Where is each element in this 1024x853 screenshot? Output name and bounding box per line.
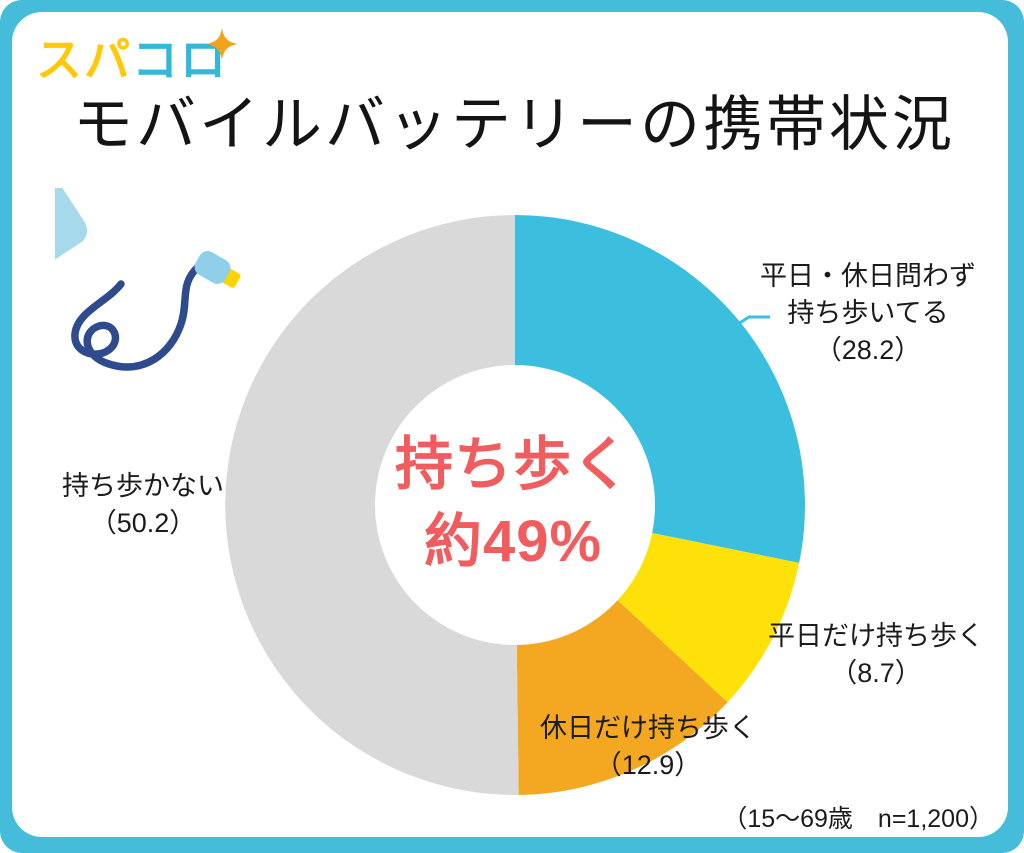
label-weekday-only: 平日だけ持ち歩く （8.7） [726,618,1024,692]
source-note: （15〜69歳 n=1,200） [722,805,994,833]
donut-chart [225,215,806,795]
logo-text-yellow: スパ [36,34,132,86]
label-text: 持ち歩いてる [787,298,949,328]
label-value: （12.9） [594,750,702,780]
logo-text-cyan: コロ [132,34,228,86]
donut-center-label: 持ち歩く 約49% [363,426,663,580]
sparkle-star-shape [206,28,238,60]
label-carry-both: 平日・休日問わず 持ち歩いてる （28.2） [718,258,1018,369]
label-value: （28.2） [814,335,922,365]
label-text: 平日だけ持ち歩く [768,621,984,651]
charger-body [55,188,88,282]
pie-segment-3 [225,215,519,795]
charger-illustration-icon [55,188,241,371]
label-text: 休日だけ持ち歩く [540,713,756,743]
brand-logo: スパコロ [36,34,228,86]
sparkle-icon [206,28,238,60]
page-title: モバイルバッテリーの携帯状況 [73,91,955,158]
label-value: （8.7） [830,658,922,688]
center-label-line2: 約49% [423,509,603,574]
center-label-line1: 持ち歩く [394,432,631,497]
charger-cable [71,262,203,371]
charger-connector [194,251,241,288]
leader-line [734,315,770,328]
label-text: 持ち歩かない [62,471,224,501]
donut-hole [375,365,655,645]
charger-adapter [55,188,88,282]
connector-body [194,251,231,284]
label-value: （50.2） [89,508,197,538]
label-text: 平日・休日問わず [760,261,976,291]
label-holiday-only: 休日だけ持ち歩く （12.9） [498,710,798,784]
label-no-carry: 持ち歩かない （50.2） [3,468,283,542]
